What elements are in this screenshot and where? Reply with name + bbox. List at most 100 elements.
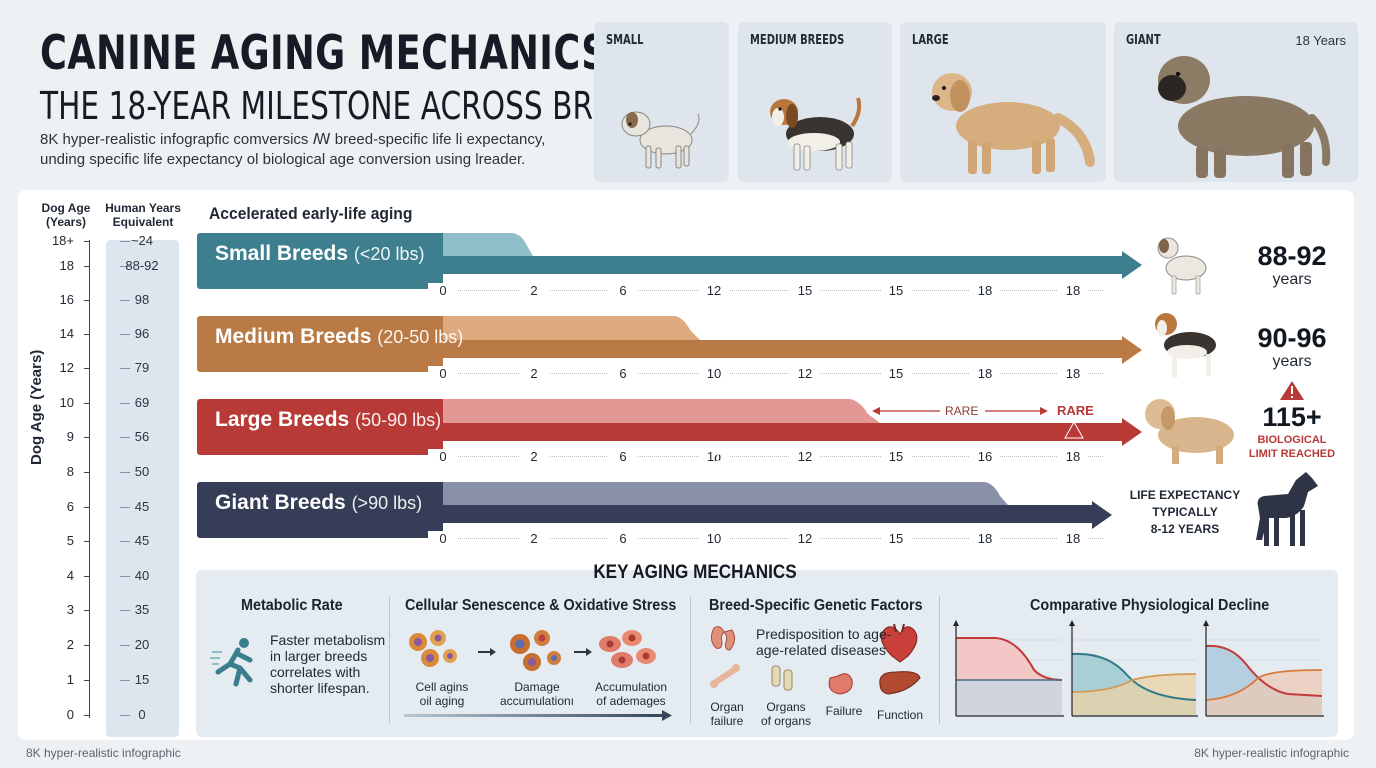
genetic-factors-heading: Breed-Specific Genetic Factors [709,597,923,614]
year-tick-label: 0 [428,366,458,381]
card-giant: GIANT 18 Years [1114,22,1358,182]
dog-age-tick: 14 [59,326,74,341]
human-years-value: 79 [134,360,150,375]
large-result-value: 115+ [1262,402,1322,432]
axis-tick-mark [84,300,90,301]
cell-stages-graphic [404,630,672,721]
dog-age-axis-line [89,240,90,718]
large-breeds-bar [443,399,1142,446]
small-result-unit: years [1272,271,1312,288]
decline-charts [953,620,1324,717]
rare-label-2: RARE [1057,403,1094,418]
giant-breeds-label: Giant Breeds (>90 lbs) [197,482,443,538]
year-tick-label: 6 [608,531,638,546]
card-giant-years: 18 Years [1295,33,1346,48]
human-years-value: 20 [134,637,150,652]
human-tick-mark [120,437,130,438]
year-tick-label: 12 [699,283,729,298]
dog-age-tick: 10 [59,395,74,410]
small-dog-result-icon [1157,237,1207,295]
human-years-value: 0 [138,707,146,722]
mechanics-title: KEY AGING MECHANICS [593,562,797,583]
human-tick-mark [120,368,130,369]
human-tick-mark [120,472,130,473]
failure-caption: Failure [825,704,863,718]
medium-breeds-range: (20-50 lbs) [377,327,464,347]
senescence-heading: Cellular Senescence & Oxidative Stress [405,597,677,614]
axis-tick-mark [84,334,90,335]
axis-tick-mark [84,715,90,716]
human-years-value: 50 [134,464,150,479]
year-tick-label: 12 [790,531,820,546]
card-small-label: SMALL [606,33,644,48]
dog-age-tick: 12 [59,360,74,375]
axis-tick-mark [84,541,90,542]
human-tick-mark [120,541,130,542]
dog-age-tick: 0 [66,707,74,722]
year-tick-label: 0 [428,531,458,546]
human-years-value: 40 [134,568,150,583]
large-breeds-label: Large Breeds (50-90 lbs) [197,399,443,455]
giant-dog-silhouette-icon [1256,472,1318,546]
medium-dog-illustration [770,97,862,171]
human-years-value: 56 [134,429,150,444]
metabolic-rate-heading: Metabolic Rate [241,597,343,614]
human-years-value: 69 [134,395,150,410]
dog-age-tick: 18+ [51,233,74,248]
giant-breeds-bar [443,482,1112,529]
damaged-cells-icon [510,630,561,671]
decline-chart-1 [953,620,1064,717]
year-tick-label: 12 [790,449,820,464]
warning-icon [1280,381,1304,400]
accelerated-aging-label: Accelerated early-life aging [209,204,413,223]
axis-tick-mark [84,507,90,508]
joint-icon [771,665,793,691]
card-medium-label: MEDIUM BREEDS [750,33,845,48]
human-years-header: Human Years Equivalent [105,201,181,229]
medium-breeds-name: Medium Breeds [215,325,372,348]
dog-age-tick: 16 [59,292,74,307]
medium-breeds-label: Medium Breeds (20-50 lbs) [197,316,463,372]
kidney-icon [710,626,736,651]
page-subtitle-heading: THE 18-YEAR MILESTONE ACROSS BREEDS [40,84,673,128]
year-tick-label: 18 [970,283,1000,298]
page-title: CANINE AGING MECHANICS: [40,26,624,81]
human-tick-mark [120,300,130,301]
tick-guide-line [443,538,1103,539]
year-tick-label: 15 [790,283,820,298]
axis-tick-mark [84,403,90,404]
year-tick-label: 10 [699,531,729,546]
damage-accumulation-caption: Damage accumulationı [499,680,575,708]
dog-age-tick: 1 [66,672,74,687]
large-result-note: BIOLOGICAL LIMIT REACHED [1248,434,1336,460]
axis-tick-mark [84,610,90,611]
year-tick-label: 2 [519,531,549,546]
year-tick-label: 15 [881,449,911,464]
axis-tick-mark [84,266,90,267]
medium-result-unit: years [1272,353,1312,370]
function-caption: Function [876,708,924,722]
heart-icon [880,623,918,663]
human-tick-mark [120,610,130,611]
large-dog-result-icon [1145,399,1234,464]
giant-life-expectancy-note: LIFE EXPECTANCY TYPICALLY 8-12 YEARS [1129,488,1241,536]
year-tick-label: 0 [428,449,458,464]
metabolic-rate-text: Faster metabolism in larger breeds corre… [270,632,386,696]
year-tick-label: 2 [519,366,549,381]
human-tick-mark [120,507,130,508]
card-large: LARGE [900,22,1106,182]
dog-age-tick: 6 [66,499,74,514]
year-tick-label: 15 [881,366,911,381]
human-years-value: 88-92 [125,258,159,273]
year-tick-label: 10 [699,366,729,381]
human-years-value: 15 [134,672,150,687]
small-breeds-name: Small Breeds [215,242,349,265]
year-tick-label: 2 [519,283,549,298]
human-tick-mark [120,645,130,646]
small-breeds-label: Small Breeds (<20 lbs) [197,233,443,289]
liver-icon [879,671,921,695]
year-tick-label: 6 [608,366,638,381]
axis-tick-mark [84,437,90,438]
medium-result-value: 90-96 [1257,323,1327,353]
